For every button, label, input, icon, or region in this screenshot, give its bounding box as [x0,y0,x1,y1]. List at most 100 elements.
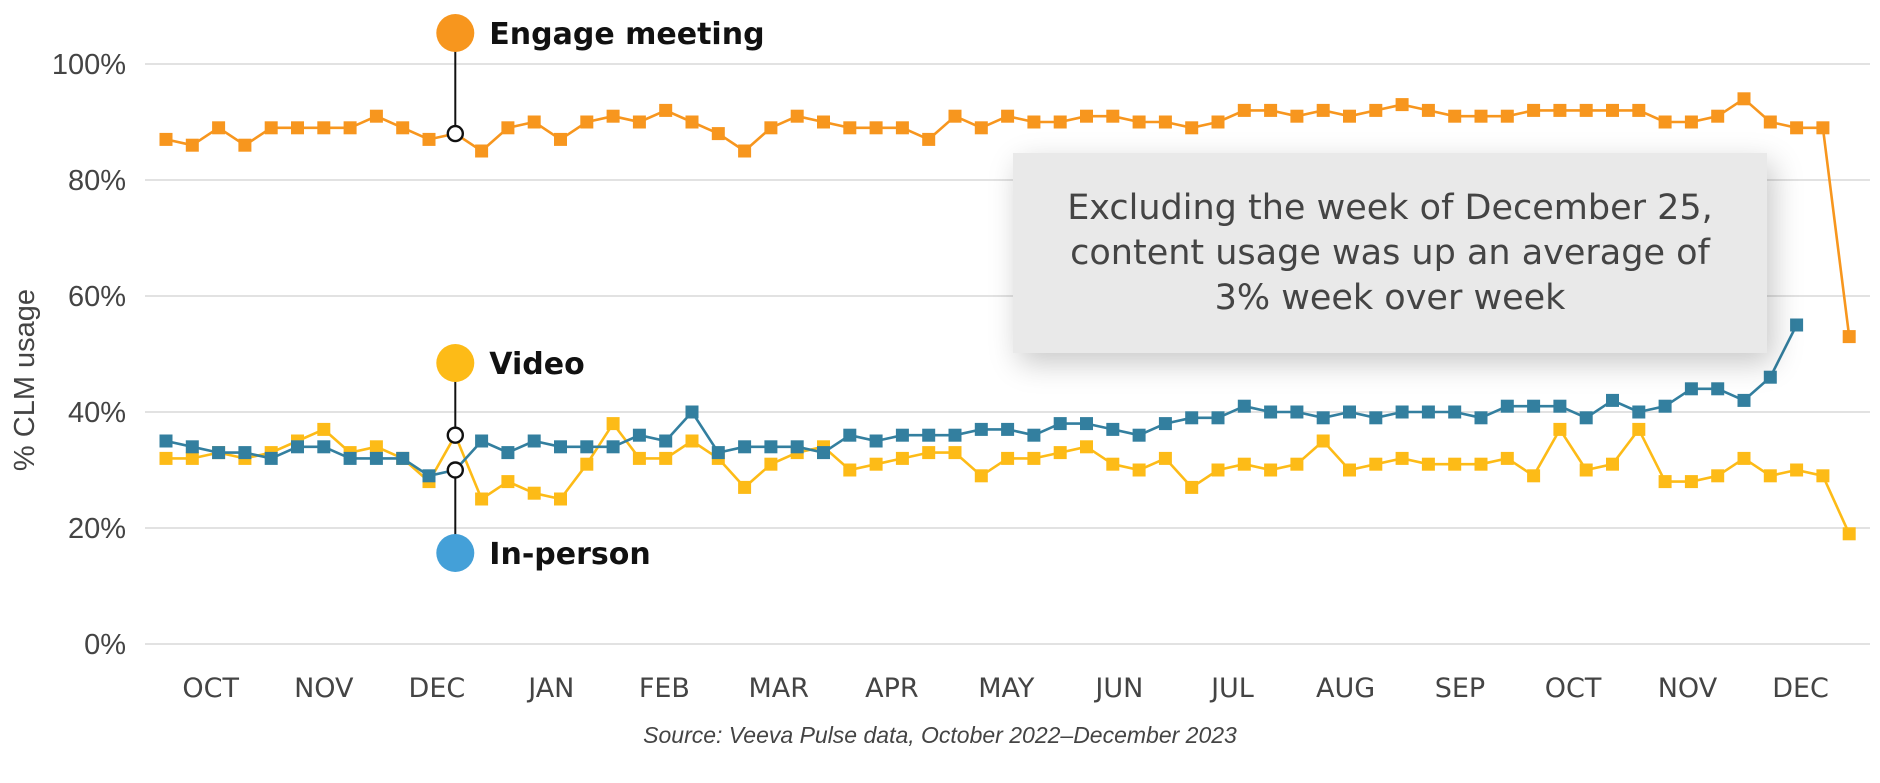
legend-annotations: Engage meeting Video In-person [436,14,765,572]
legend-dot-icon [436,344,475,382]
data-point [343,121,357,135]
data-point [790,440,804,454]
data-point [554,492,567,506]
data-point [1842,330,1856,344]
data-point [1606,103,1619,117]
legend-label: Engage meeting [489,17,764,52]
data-point [1579,463,1593,477]
legend-item-video: Video [436,344,585,444]
data-point [554,440,567,454]
data-point [922,446,936,460]
data-point [895,428,909,442]
data-point [1684,115,1698,129]
data-point [659,434,673,448]
data-point [1053,446,1067,460]
series-line [166,422,1851,535]
data-point [1185,480,1199,494]
data-point [1711,382,1725,396]
data-point [738,144,752,158]
y-axis-ticks: 0% 20% 40% 60% 80% 100% [52,49,126,661]
data-point [843,428,857,442]
data-point [685,405,699,419]
data-point [1027,428,1041,442]
x-tick-label: NOV [1658,673,1718,704]
data-point [580,440,594,454]
x-tick-label: MAR [749,673,810,704]
data-point [632,451,646,465]
legend-item-in-person: In-person [436,461,651,572]
legend-dot-icon [436,534,475,572]
data-point [1264,463,1278,477]
series-engage-meeting [159,92,1856,344]
x-tick-label: AUG [1316,673,1375,704]
data-point [1632,405,1646,419]
data-point [159,451,173,465]
data-point [1395,405,1409,419]
data-point [1080,417,1093,431]
data-point [580,115,594,129]
data-point [1237,103,1251,117]
data-point [422,469,436,483]
data-point [1211,411,1225,425]
data-point [317,422,331,436]
highlight-marker [446,461,464,479]
data-point [869,457,883,471]
data-point [1448,457,1462,471]
data-point [1264,405,1278,419]
data-point [1553,399,1567,413]
data-point [554,132,567,146]
data-point [212,446,226,460]
data-point [1316,411,1330,425]
data-point [1711,109,1725,123]
data-point [1448,109,1462,123]
data-point [1790,463,1804,477]
data-point [843,121,857,135]
x-tick-label: APR [865,673,919,704]
data-point [1106,109,1120,123]
legend-label: In-person [489,537,650,572]
data-point [1158,115,1172,129]
data-point [369,451,383,465]
legend-label: Video [489,347,584,382]
data-point [1658,399,1672,413]
data-point [1606,393,1619,407]
data-point [1737,92,1751,106]
x-tick-label: JUL [1209,673,1254,704]
data-point [1448,405,1462,419]
data-point [974,469,988,483]
data-point [1790,318,1804,332]
data-point [1658,115,1672,129]
data-point [1290,405,1304,419]
data-point [711,446,725,460]
data-point [1211,115,1225,129]
data-point [1185,121,1199,135]
highlight-marker [446,426,464,444]
data-point [369,440,383,454]
x-tick-label: JAN [526,673,574,704]
data-point [1737,451,1751,465]
data-point [764,121,778,135]
data-point [1842,527,1856,541]
data-point [1421,103,1435,117]
data-point [501,446,515,460]
data-point [1763,469,1777,483]
data-point [974,121,988,135]
data-point [948,428,962,442]
data-point [1632,422,1646,436]
data-point [1343,109,1356,123]
x-tick-label: MAY [978,673,1035,704]
y-tick-label: 0% [84,629,126,661]
data-point [1711,469,1725,483]
data-point [343,451,357,465]
data-point [869,121,883,135]
data-point [317,440,331,454]
data-point [317,121,331,135]
data-point [843,463,857,477]
data-point [922,132,936,146]
data-point [606,109,620,123]
series [159,92,1856,541]
data-point [606,440,620,454]
data-point [475,434,489,448]
x-tick-label: JUN [1093,673,1143,704]
data-point [1343,463,1356,477]
